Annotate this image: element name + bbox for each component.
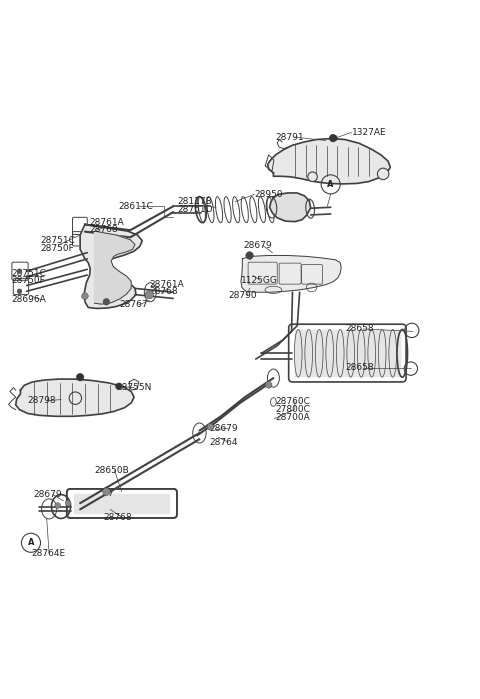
Circle shape bbox=[207, 424, 214, 430]
Polygon shape bbox=[241, 256, 341, 292]
Circle shape bbox=[332, 135, 337, 141]
Text: 28798: 28798 bbox=[28, 396, 56, 405]
Text: 28760C: 28760C bbox=[276, 396, 311, 405]
Circle shape bbox=[103, 298, 110, 305]
Text: 28679: 28679 bbox=[209, 424, 238, 433]
Polygon shape bbox=[74, 494, 169, 512]
Polygon shape bbox=[270, 193, 311, 222]
Circle shape bbox=[17, 289, 22, 294]
Circle shape bbox=[116, 383, 122, 389]
Text: A: A bbox=[28, 538, 34, 547]
Text: 28700A: 28700A bbox=[276, 413, 311, 422]
Circle shape bbox=[65, 500, 71, 506]
Text: 27800C: 27800C bbox=[276, 405, 311, 414]
Text: A: A bbox=[327, 180, 334, 189]
Text: 28750F: 28750F bbox=[40, 244, 74, 253]
Text: 1125GG: 1125GG bbox=[241, 276, 278, 284]
Circle shape bbox=[246, 252, 253, 259]
Text: 28751C: 28751C bbox=[40, 236, 75, 245]
Text: 1327AE: 1327AE bbox=[352, 128, 387, 137]
Polygon shape bbox=[295, 331, 400, 376]
Circle shape bbox=[308, 172, 317, 182]
Text: 28751C: 28751C bbox=[11, 268, 46, 278]
Text: 28761A: 28761A bbox=[90, 217, 124, 226]
Text: 28658: 28658 bbox=[345, 363, 373, 372]
Text: 28768: 28768 bbox=[90, 225, 118, 234]
Text: 28679: 28679 bbox=[244, 241, 273, 250]
Polygon shape bbox=[95, 231, 135, 304]
Text: 28950: 28950 bbox=[254, 190, 283, 199]
Text: 28764E: 28764E bbox=[31, 549, 65, 559]
Text: 28679: 28679 bbox=[34, 490, 62, 499]
Circle shape bbox=[329, 134, 337, 142]
Polygon shape bbox=[16, 379, 134, 417]
Text: 28791: 28791 bbox=[276, 133, 304, 142]
Circle shape bbox=[82, 293, 88, 299]
Polygon shape bbox=[80, 224, 142, 308]
Text: 28767: 28767 bbox=[120, 300, 148, 309]
Text: 28768: 28768 bbox=[103, 513, 132, 522]
Text: 28750F: 28750F bbox=[11, 276, 45, 285]
Circle shape bbox=[103, 488, 110, 496]
Text: 28761A: 28761A bbox=[149, 280, 184, 289]
Circle shape bbox=[76, 373, 84, 381]
Circle shape bbox=[17, 269, 22, 273]
Circle shape bbox=[145, 290, 154, 299]
Text: 28751D: 28751D bbox=[177, 206, 213, 214]
Text: 28755N: 28755N bbox=[116, 383, 151, 392]
Text: 28790: 28790 bbox=[228, 291, 257, 300]
Polygon shape bbox=[268, 138, 390, 184]
Text: 28658: 28658 bbox=[345, 324, 373, 333]
Circle shape bbox=[265, 382, 272, 388]
Text: 28650B: 28650B bbox=[95, 466, 129, 475]
Text: 28117B: 28117B bbox=[177, 197, 212, 206]
Text: 28764: 28764 bbox=[209, 438, 238, 447]
Circle shape bbox=[55, 503, 60, 508]
Text: 28696A: 28696A bbox=[11, 296, 46, 304]
Circle shape bbox=[377, 168, 389, 180]
Text: 28768: 28768 bbox=[149, 287, 178, 296]
Text: 28611C: 28611C bbox=[118, 202, 153, 211]
